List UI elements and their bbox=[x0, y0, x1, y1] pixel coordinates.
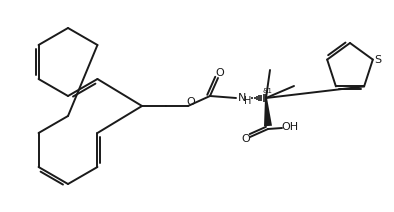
Text: S: S bbox=[374, 54, 381, 65]
Text: N: N bbox=[238, 93, 246, 103]
Text: OH: OH bbox=[281, 122, 299, 132]
Text: O: O bbox=[216, 68, 224, 78]
Text: O: O bbox=[187, 97, 195, 107]
Text: H: H bbox=[244, 96, 252, 106]
Text: &1: &1 bbox=[263, 88, 273, 94]
Polygon shape bbox=[264, 98, 272, 126]
Text: O: O bbox=[242, 134, 250, 144]
